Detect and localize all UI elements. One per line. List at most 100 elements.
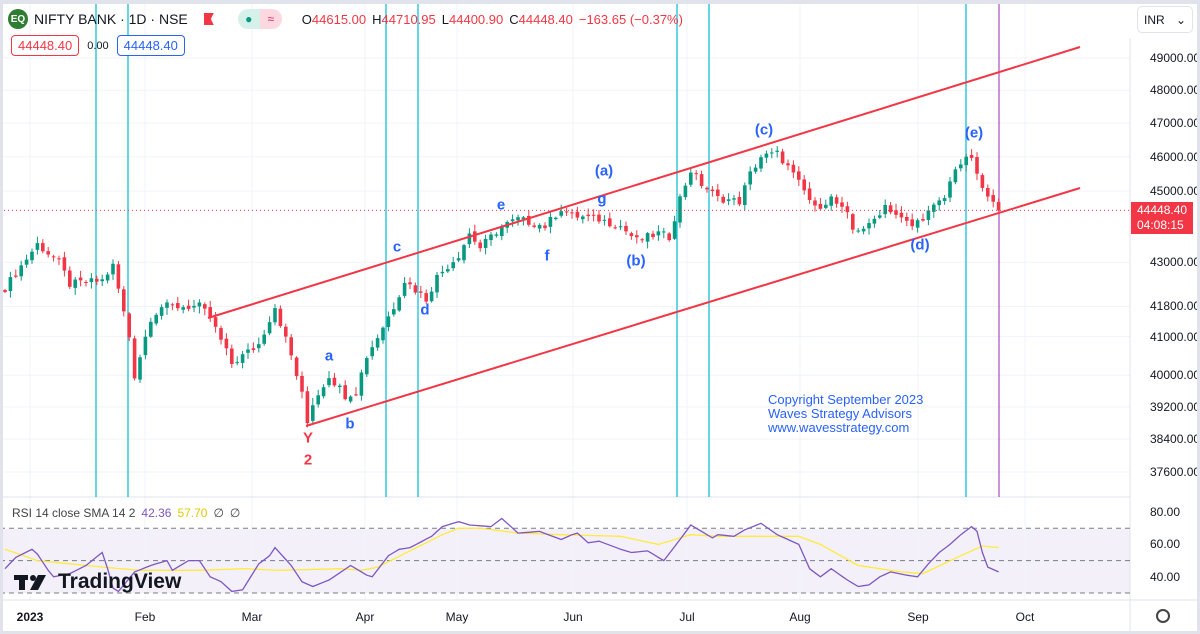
candle-body [483,238,488,248]
time-tick: Aug [789,610,811,624]
candle-body [392,309,396,315]
time-tick: Jun [563,610,583,624]
candle-body [348,396,353,402]
wave-label-pa: (a) [594,162,614,180]
candle-body [851,214,855,230]
ohlc-values: O44615.00 H44710.95 L44400.90 C44448.40 … [302,12,683,27]
high-value: 44710.95 [381,11,436,27]
candle-body [419,291,423,293]
copyright-note: Copyright September 2023 Waves Strategy … [768,393,923,435]
candle-body [802,179,806,191]
time-tick: Jul [679,610,695,624]
wave-label-pe: (e) [964,124,984,142]
rsi-title: RSI 14 close SMA 14 2 [12,506,136,520]
candle-body [770,152,774,154]
candle-body [365,358,369,375]
candle-body [19,265,23,277]
candle-body [532,225,536,227]
tradingview-logo-icon [14,575,46,590]
candle-body [127,313,131,338]
candle-body [753,167,758,172]
price-tick: 45000.00 [1150,184,1200,199]
candle-body [467,233,472,245]
candle-body [440,271,445,274]
tradingview-name: TradingView [58,570,182,593]
candle-body [597,214,601,222]
candle-body [710,189,715,192]
candle-body [159,307,164,316]
price-tick: 37600.00 [1150,465,1200,479]
candle-body [926,210,931,221]
candle-body [699,174,704,186]
candle-body [570,212,574,214]
candle-body [775,150,779,152]
wave-label-y: Y [302,429,314,447]
price-tick: 43000.00 [1150,255,1200,270]
rsi-legend[interactable]: RSI 14 close SMA 14 2 42.36 57.70 ∅ ∅ [12,506,240,520]
candle-body [937,200,941,206]
candle-body [165,302,169,308]
candle-body [478,242,482,249]
candle-body [3,290,7,292]
candle-body [975,157,979,174]
wave-label-pd: (d) [910,236,930,254]
candle-body [548,216,553,227]
tradingview-watermark[interactable]: TradingView [14,570,181,594]
candle-body [14,275,18,277]
candle-body [969,154,974,158]
rsi-extra-1: ∅ [213,506,224,520]
candle-body [176,303,180,309]
candle-body [618,226,623,228]
close-label: C [509,11,519,27]
wave-label-a: a [324,347,334,365]
time-tick: Mar [241,610,263,624]
candle-body [451,262,455,269]
candle-body [840,202,844,207]
close-value: 44448.40 [518,11,573,27]
candle-body [786,163,790,166]
candle-body [192,305,196,308]
candle-body [991,195,995,202]
candle-body [294,357,299,377]
candle-body [942,198,947,202]
candle-body [170,304,175,306]
channel-lower-line [305,187,1081,427]
candle-body [953,169,958,183]
candle-body [116,264,121,289]
sma-value: 57.70 [177,506,208,520]
candle-body [959,164,963,169]
market-status-pill[interactable]: ● ≈ [237,9,282,29]
sell-button[interactable]: 44448.40 [11,35,80,56]
candle-body [354,394,358,396]
settings-gear-icon[interactable] [1156,609,1170,623]
candle-body [95,278,99,282]
wave-label-f: f [544,247,550,265]
candle-body [510,219,515,222]
candle-body [716,189,720,196]
symbol-title[interactable]: NIFTY BANK · 1D · NSE [34,11,188,27]
currency-select[interactable]: INR ⌄ [1137,6,1193,33]
wave-label-d: d [420,301,430,319]
time-tick: Apr [355,610,375,624]
candle-body [559,211,563,216]
candle-body [834,197,839,204]
candle-body [743,185,747,206]
candle-body [791,164,796,173]
candle-body [656,231,661,236]
buy-button[interactable]: 44448.40 [116,35,185,56]
candle-body [311,405,315,421]
order-panel: 44448.40 0.00 44448.40 [11,35,185,56]
candle-body [149,321,153,337]
candle-body [964,156,968,166]
candle-body [446,269,450,272]
flag-icon[interactable] [203,13,214,25]
candle-body [586,214,590,217]
last-price-label: 44448.40 04:08:15 [1131,202,1193,234]
candle-body [375,338,380,348]
candle-body [608,218,612,227]
candle-body [197,302,202,307]
candle-body [554,217,558,220]
candle-body [759,157,763,169]
candle-body [543,225,547,229]
